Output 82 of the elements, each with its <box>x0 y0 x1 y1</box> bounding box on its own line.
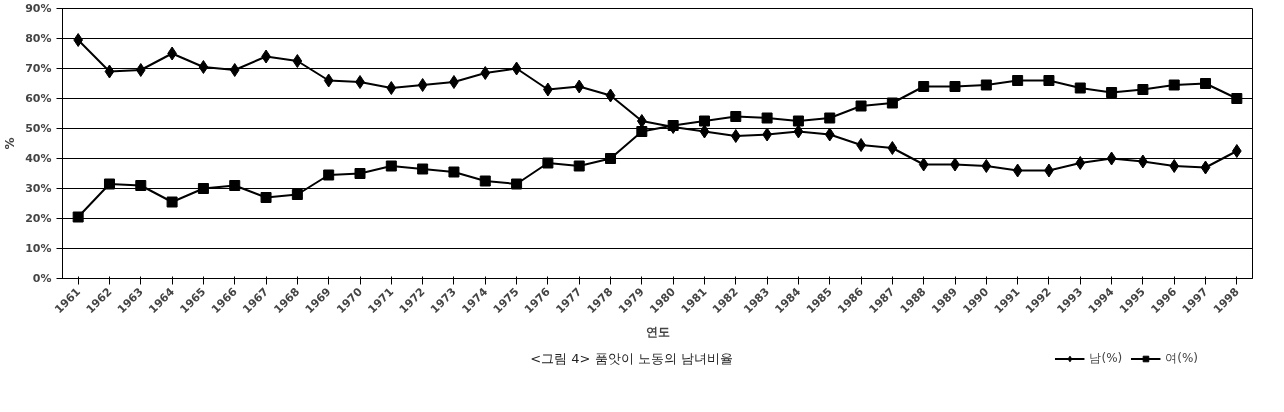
legend-label: 여(%) <box>1165 349 1198 367</box>
y-tick-label: 70% <box>25 62 52 75</box>
point <box>197 183 209 194</box>
legend-label: 남(%) <box>1089 349 1123 367</box>
point <box>574 79 585 94</box>
point <box>386 81 397 95</box>
point <box>323 73 334 88</box>
point <box>104 64 115 79</box>
point <box>981 159 992 173</box>
point <box>730 111 742 122</box>
y-axis-title: % <box>3 137 18 150</box>
point <box>855 100 867 112</box>
point <box>417 78 428 92</box>
point <box>605 88 616 103</box>
point <box>198 60 209 74</box>
point <box>542 157 554 169</box>
y-tick-label: 40% <box>25 152 52 165</box>
point <box>260 192 272 203</box>
point <box>637 114 647 128</box>
point <box>449 75 459 89</box>
point <box>573 160 585 172</box>
point <box>1137 84 1149 95</box>
point <box>824 127 835 142</box>
point <box>448 166 460 178</box>
point <box>417 163 429 175</box>
point <box>385 160 397 172</box>
y-tick-label: 0% <box>32 272 52 285</box>
point <box>480 66 491 80</box>
point <box>291 189 303 200</box>
point <box>761 112 773 124</box>
point <box>1106 151 1117 166</box>
y-tick-label: 60% <box>25 92 52 105</box>
text: <그림 4> 품앗이 노동의 남녀비율 <box>530 351 733 366</box>
point <box>1074 82 1086 94</box>
point <box>511 61 522 76</box>
point <box>1043 75 1055 86</box>
point <box>72 211 84 223</box>
point <box>918 157 929 172</box>
point <box>73 33 83 47</box>
point <box>292 54 303 68</box>
point <box>135 180 147 191</box>
point <box>730 129 741 143</box>
point <box>511 178 523 190</box>
point <box>355 75 365 89</box>
point <box>1075 156 1086 170</box>
point <box>1168 79 1180 91</box>
point <box>856 138 866 152</box>
point <box>1169 159 1180 173</box>
point <box>103 178 115 190</box>
x-axis-title: 연도 <box>645 324 670 339</box>
point <box>1106 87 1118 98</box>
point <box>135 63 146 77</box>
point <box>1231 93 1243 104</box>
point <box>166 196 178 208</box>
y-tick-label: 30% <box>25 182 52 195</box>
y-tick-label: 50% <box>25 122 52 135</box>
point <box>698 115 710 127</box>
point <box>605 153 617 164</box>
point <box>229 63 240 77</box>
point <box>354 168 366 179</box>
point <box>918 81 930 92</box>
point <box>1200 160 1211 175</box>
point <box>824 112 836 124</box>
point <box>229 180 241 191</box>
point <box>1012 163 1023 178</box>
point <box>1200 78 1212 89</box>
y-tick-label: 10% <box>25 242 52 255</box>
y-tick-label: 90% <box>25 2 52 15</box>
point <box>792 115 804 127</box>
y-tick-label: 80% <box>25 32 52 45</box>
point <box>323 169 335 181</box>
point <box>887 141 898 155</box>
point <box>1232 144 1242 158</box>
point <box>479 175 491 187</box>
point <box>1012 75 1024 86</box>
point <box>793 124 804 139</box>
point <box>636 126 648 137</box>
y-tick-label: 20% <box>25 212 52 225</box>
point <box>699 124 710 139</box>
point <box>980 79 992 91</box>
point <box>949 81 961 92</box>
point <box>886 97 898 109</box>
